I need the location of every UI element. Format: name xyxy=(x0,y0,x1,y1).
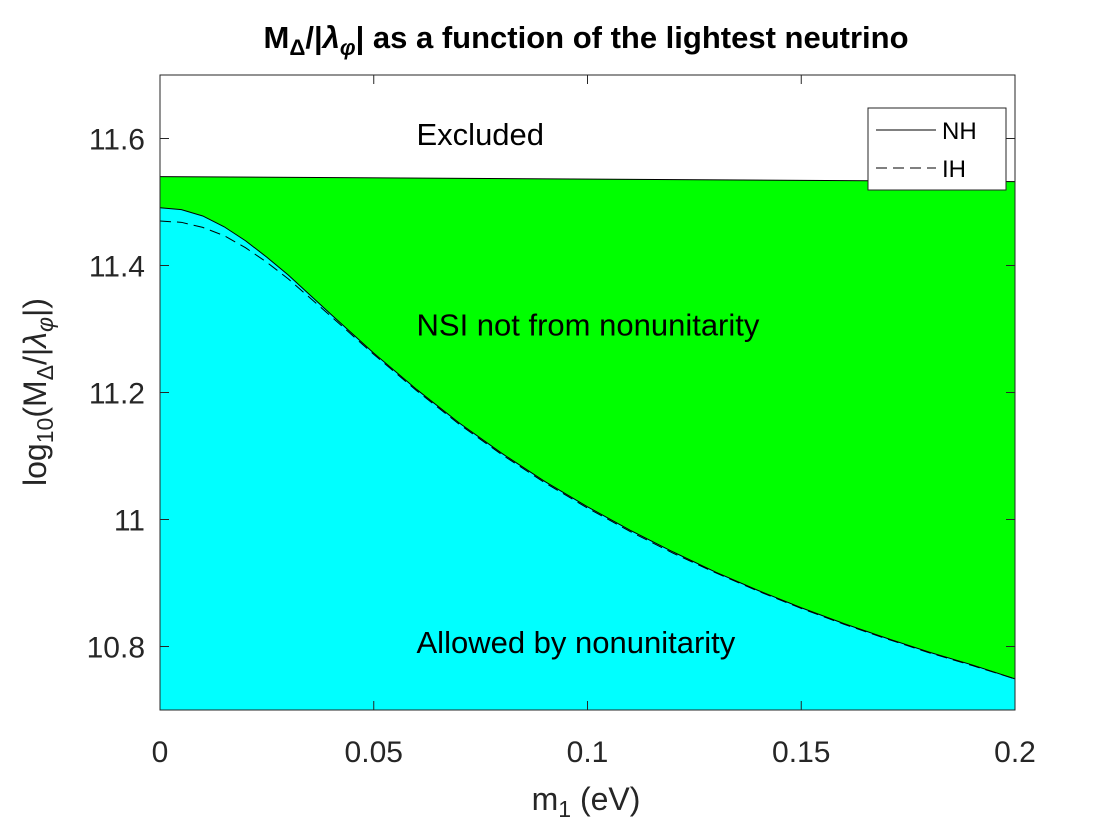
chart-title-part: /| xyxy=(305,20,322,55)
y-axis: 10.8 11 11.2 11.4 11.6 xyxy=(87,124,1015,665)
x-axis-label: m1 (eV) xyxy=(532,781,641,822)
region-label-nsi-not-from-nonunitarity: NSI not from nonunitarity xyxy=(417,307,760,342)
y-axis-label-part: /| xyxy=(17,348,53,365)
y-axis-label: log10(MΔ/|λφ|) xyxy=(17,298,58,486)
x-axis-label-part: 1 xyxy=(558,796,571,822)
legend-label-ih: IH xyxy=(942,156,966,183)
y-axis-label-part: φ xyxy=(32,317,58,332)
x-axis-label-part: (eV) xyxy=(571,781,640,817)
series-line-nh xyxy=(159,207,1016,680)
chart-title-part: λ xyxy=(321,20,340,55)
x-axis: 0 0.05 0.1 0.15 0.2 xyxy=(152,75,1036,769)
chart-title: MΔ/|λφ| as a function of the lightest ne… xyxy=(263,20,908,60)
chart-title-part: Δ xyxy=(289,35,305,60)
legend-box xyxy=(867,107,1007,191)
x-tick-label: 0 xyxy=(152,736,169,769)
region-labels: Excluded NSI not from nonunitarity Allowed… xyxy=(417,117,760,660)
y-tick-label: 11.6 xyxy=(89,124,145,157)
x-tick-label: 0.05 xyxy=(345,736,403,769)
legend-label-nh: NH xyxy=(942,118,977,145)
chart-title-part: | as a function of the lightest neutrino xyxy=(356,20,909,55)
allowed-region xyxy=(160,207,1015,710)
y-tick-label: 11.4 xyxy=(89,251,145,284)
y-axis-label-part: λ xyxy=(17,332,53,350)
legend: NH IH xyxy=(867,107,1007,191)
y-axis-label-part: |) xyxy=(17,298,53,317)
nsi-region xyxy=(160,176,1015,679)
region-label-allowed-by-nonunitarity: Allowed by nonunitarity xyxy=(417,625,736,660)
y-tick-label: 11.2 xyxy=(89,378,145,411)
region-label-excluded: Excluded xyxy=(417,117,545,152)
y-tick-label: 10.8 xyxy=(87,632,145,665)
x-tick-label: 0.2 xyxy=(994,736,1036,769)
plot-area xyxy=(159,176,1016,710)
y-axis-label-part: 10 xyxy=(32,418,58,444)
y-axis-label-part: (M xyxy=(17,380,53,417)
chart-title-part: M xyxy=(263,20,289,55)
series-line-ih xyxy=(159,220,1016,680)
x-tick-label: 0.1 xyxy=(567,736,609,769)
x-axis-label-part: m xyxy=(532,781,559,817)
x-tick-label: 0.15 xyxy=(772,736,830,769)
y-tick-label: 11 xyxy=(114,505,145,538)
y-axis-label-part: Δ xyxy=(32,365,58,380)
chart-title-part: φ xyxy=(340,35,356,60)
y-axis-label-part: log xyxy=(17,443,53,486)
